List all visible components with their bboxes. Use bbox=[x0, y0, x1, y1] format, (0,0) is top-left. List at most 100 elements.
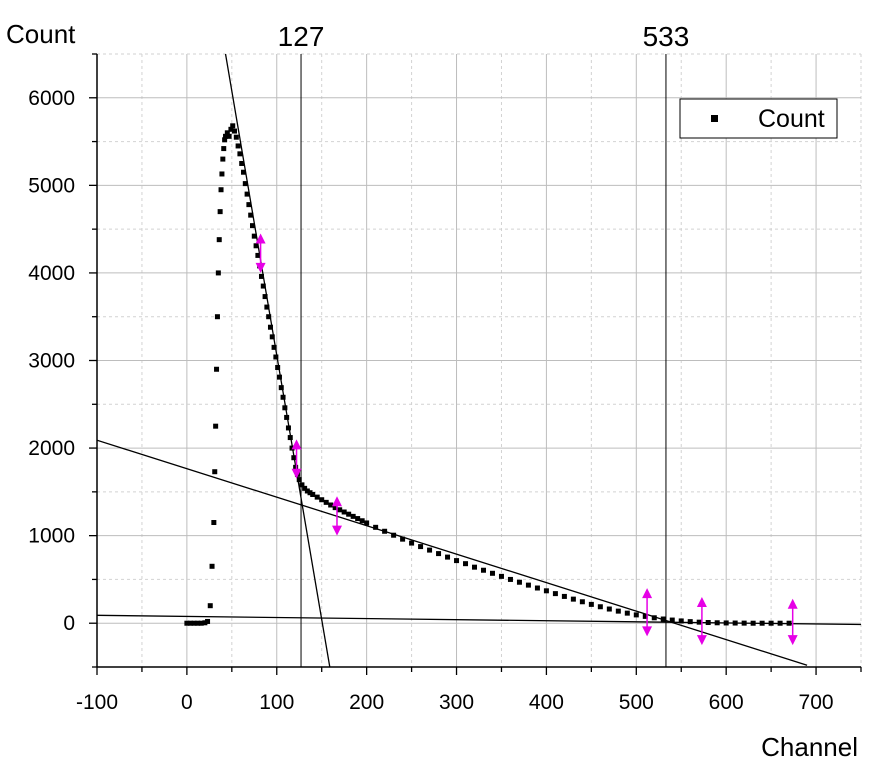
range-marker[interactable] bbox=[255, 233, 266, 273]
data-point bbox=[280, 394, 286, 400]
data-point bbox=[184, 620, 190, 626]
legend-box bbox=[679, 98, 838, 139]
data-point bbox=[307, 490, 313, 496]
data-point bbox=[223, 133, 229, 139]
axes bbox=[89, 53, 862, 675]
data-point bbox=[534, 585, 540, 591]
data-point bbox=[216, 237, 222, 243]
data-point bbox=[222, 137, 228, 143]
data-point bbox=[768, 620, 774, 626]
range-marker[interactable] bbox=[696, 596, 707, 646]
x-tick-label: 500 bbox=[619, 691, 654, 714]
data-point bbox=[552, 591, 558, 597]
data-point bbox=[266, 314, 272, 320]
data-point bbox=[651, 615, 657, 621]
data-point bbox=[337, 507, 343, 513]
y-tick-label: 2000 bbox=[28, 437, 75, 460]
data-point bbox=[271, 344, 277, 350]
x-tick-label: 600 bbox=[709, 691, 744, 714]
data-point bbox=[732, 620, 738, 626]
data-point bbox=[777, 620, 783, 626]
data-point bbox=[239, 160, 245, 166]
data-point bbox=[242, 181, 248, 187]
data-point bbox=[211, 520, 217, 526]
data-point bbox=[669, 617, 675, 623]
data-point bbox=[373, 524, 379, 530]
data-point bbox=[355, 516, 361, 522]
fit-line bbox=[224, 54, 331, 667]
x-tick-labels: -100 0 100 200 300 400 500 600 700 bbox=[76, 691, 834, 714]
range-marker[interactable] bbox=[787, 598, 798, 646]
data-point bbox=[463, 561, 469, 567]
x-tick-label: 400 bbox=[529, 691, 564, 714]
marker-labels: 127 533 bbox=[278, 21, 690, 52]
data-point bbox=[278, 385, 284, 391]
data-point bbox=[454, 558, 460, 564]
legend: Count bbox=[679, 98, 838, 139]
data-point bbox=[323, 499, 329, 505]
data-points bbox=[184, 123, 792, 626]
data-point bbox=[570, 596, 576, 602]
data-point bbox=[224, 130, 230, 136]
data-point bbox=[687, 619, 693, 625]
data-point bbox=[255, 252, 261, 258]
data-point bbox=[498, 573, 504, 579]
data-point bbox=[232, 128, 238, 134]
legend-label: Count bbox=[758, 105, 825, 133]
data-point bbox=[293, 464, 299, 470]
data-point bbox=[218, 187, 224, 193]
data-point bbox=[253, 243, 259, 249]
legend-marker bbox=[711, 115, 718, 122]
data-point bbox=[289, 445, 295, 451]
y-axis-title: Count bbox=[6, 19, 76, 49]
data-point bbox=[579, 599, 585, 605]
range-marker[interactable] bbox=[331, 496, 342, 536]
data-point bbox=[723, 620, 729, 626]
data-point bbox=[213, 423, 219, 429]
data-point bbox=[287, 435, 293, 441]
y-tick-label: 1000 bbox=[28, 525, 75, 548]
y-tick-label: 5000 bbox=[28, 174, 75, 197]
range-marker[interactable] bbox=[642, 588, 653, 637]
data-point bbox=[714, 620, 720, 626]
data-point bbox=[561, 593, 567, 599]
data-point bbox=[543, 588, 549, 594]
data-point bbox=[409, 540, 415, 546]
marker-label: 533 bbox=[643, 21, 690, 52]
range-marker[interactable] bbox=[291, 439, 302, 479]
data-point bbox=[187, 620, 193, 626]
data-point bbox=[267, 324, 273, 330]
range-markers bbox=[255, 233, 798, 646]
data-point bbox=[319, 497, 325, 503]
data-point bbox=[215, 270, 221, 276]
data-point bbox=[427, 547, 433, 553]
data-point bbox=[489, 570, 495, 576]
data-point bbox=[233, 134, 239, 140]
data-point bbox=[285, 425, 291, 431]
data-point bbox=[750, 620, 756, 626]
data-point bbox=[219, 171, 225, 177]
data-point bbox=[642, 613, 648, 619]
data-point bbox=[262, 294, 268, 300]
data-point bbox=[759, 620, 765, 626]
data-point bbox=[606, 606, 612, 612]
data-point bbox=[525, 582, 531, 588]
data-point bbox=[214, 366, 220, 372]
data-point bbox=[202, 620, 208, 626]
data-point bbox=[228, 126, 234, 132]
marker-label: 127 bbox=[278, 21, 325, 52]
x-tick-label: 700 bbox=[799, 691, 834, 714]
data-point bbox=[220, 156, 226, 162]
y-tick-label: 6000 bbox=[28, 87, 75, 110]
data-point bbox=[230, 123, 236, 129]
data-point bbox=[696, 619, 702, 625]
data-point bbox=[660, 616, 666, 622]
y-tick-label: 3000 bbox=[28, 350, 75, 373]
data-point bbox=[516, 579, 522, 585]
data-point bbox=[328, 502, 334, 508]
data-point bbox=[226, 133, 232, 139]
data-point bbox=[260, 283, 266, 289]
data-point bbox=[400, 536, 406, 542]
data-point bbox=[359, 518, 365, 524]
data-point bbox=[346, 511, 352, 517]
